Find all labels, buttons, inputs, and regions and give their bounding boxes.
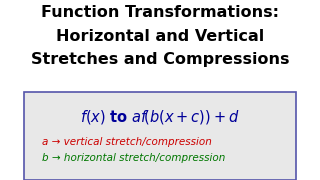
Text: a → vertical stretch/compression: a → vertical stretch/compression [42, 137, 212, 147]
Text: b → horizontal stretch/compression: b → horizontal stretch/compression [42, 153, 226, 163]
Text: Horizontal and Vertical: Horizontal and Vertical [56, 29, 264, 44]
Text: $f(x)\ \mathbf{to}\ af\!\left(b(x+c)\right)+d$: $f(x)\ \mathbf{to}\ af\!\left(b(x+c)\rig… [80, 108, 240, 126]
Text: Function Transformations:: Function Transformations: [41, 5, 279, 20]
FancyBboxPatch shape [24, 92, 296, 180]
Text: Stretches and Compressions: Stretches and Compressions [31, 52, 289, 67]
